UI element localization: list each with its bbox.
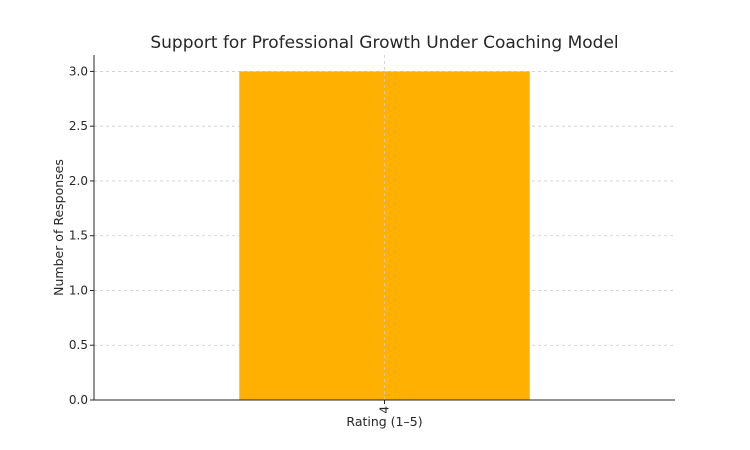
y-axis-ticks: 0.0 0.5 1.0 1.5 2.0 2.5 3.0 [69, 64, 94, 407]
y-tick-label: 2.0 [69, 174, 88, 188]
x-tick-label: 4 [378, 406, 392, 414]
y-tick-label: 0.0 [69, 393, 88, 407]
y-axis-label: Number of Responses [51, 159, 66, 296]
y-tick-label: 2.5 [69, 119, 88, 133]
y-tick-label: 1.0 [69, 283, 88, 297]
y-tick-label: 3.0 [69, 64, 88, 78]
y-tick-label: 1.5 [69, 229, 88, 243]
y-tick-label: 0.5 [69, 338, 88, 352]
chart-title: Support for Professional Growth Under Co… [150, 33, 618, 53]
x-axis-label: Rating (1–5) [346, 414, 422, 429]
x-axis-ticks: 4 [378, 400, 392, 414]
